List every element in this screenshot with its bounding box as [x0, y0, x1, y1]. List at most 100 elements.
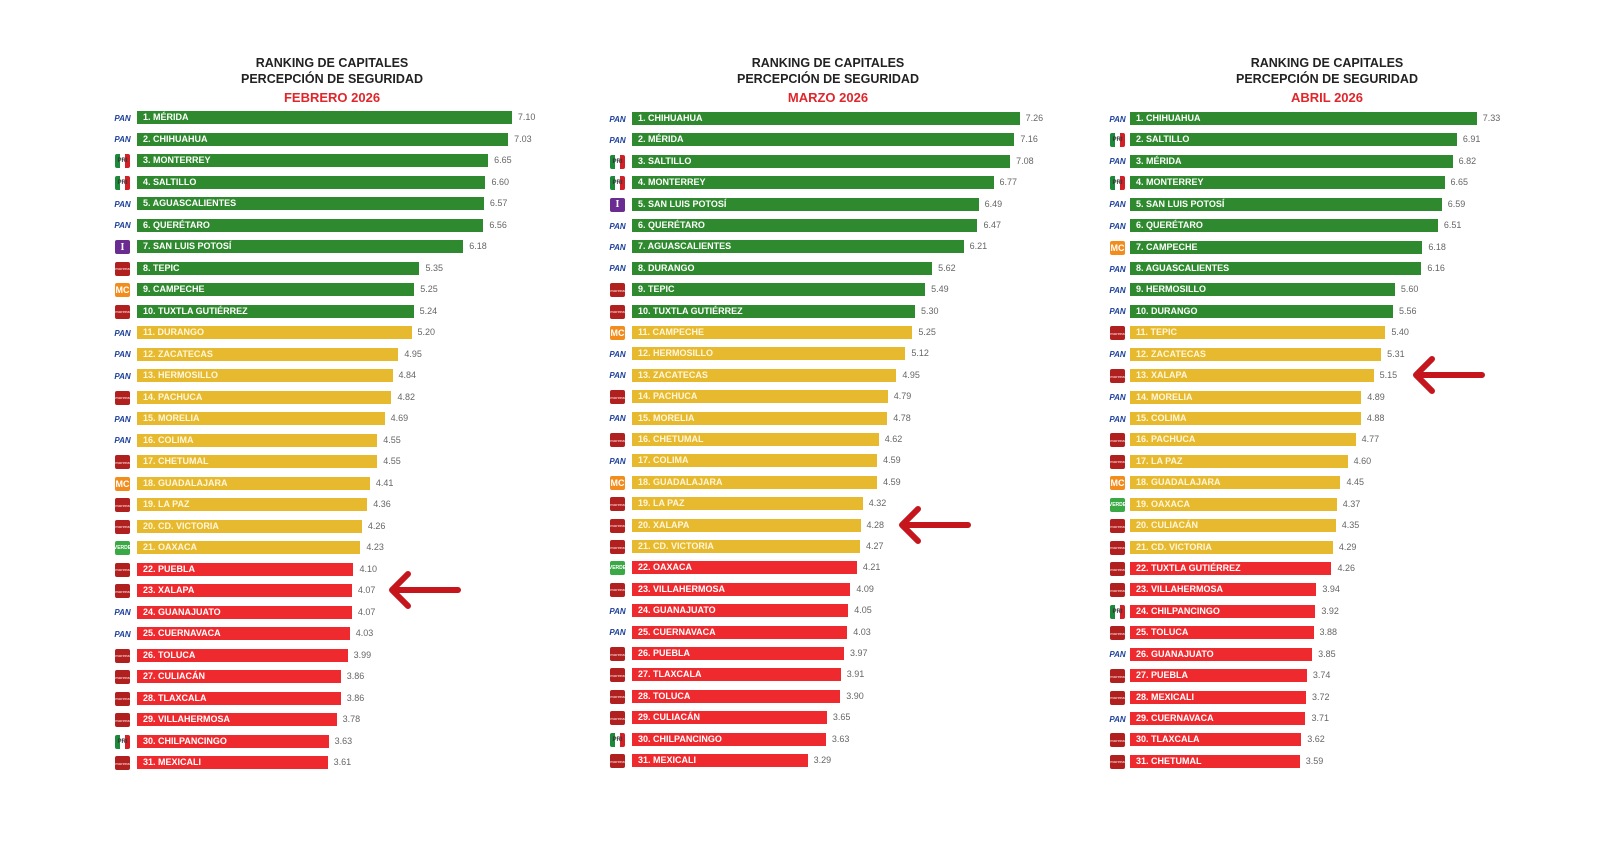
- ranking-row: PAN 25. CUERNAVACA 4.03: [0, 625, 871, 640]
- ranking-row: VERDE 22. OAXACA 4.21: [0, 561, 880, 576]
- bar-15: 15. MORELIA: [632, 411, 888, 425]
- bar-value-label: 4.32: [868, 498, 887, 509]
- party-logo-morena-icon: morena: [1110, 326, 1125, 341]
- party-logo-morena-icon: morena: [115, 304, 130, 319]
- ranking-row: morena 20. CULIACÁN 4.35: [0, 519, 1359, 534]
- bar-10: 10. DURANGO: [1130, 304, 1393, 318]
- party-logo-pan-icon: PAN: [114, 627, 131, 641]
- bar-29: 29. CULIACÁN: [632, 711, 827, 725]
- ranking-row: morena 20. CD. VICTORIA 4.26: [0, 519, 385, 534]
- bar-value-label: 4.95: [404, 348, 422, 359]
- bar-23: 23. XALAPA: [137, 584, 352, 597]
- ranking-row: PAN 7. AGUASCALIENTES 6.21: [0, 240, 987, 255]
- bar-1: 1. MÉRIDA: [137, 111, 512, 124]
- bar-30: 30. CHILPANCINGO: [632, 732, 826, 746]
- bar-28: 28. TLAXCALA: [137, 691, 341, 705]
- bar-5: 5. SAN LUIS POTOSÍ: [1130, 197, 1442, 211]
- ranking-row: VERDE 21. OAXACA 4.23: [0, 541, 384, 555]
- ranking-row: PAN 6. QUERÉTARO 6.51: [0, 219, 1461, 234]
- bar-3: 3. MÉRIDA: [1130, 154, 1453, 168]
- ranking-row: PAN 12. ZACATECAS 5.31: [0, 347, 1405, 362]
- bar-value-label: 5.20: [417, 327, 436, 337]
- ranking-row: PRI 24. CHILPANCINGO 3.92: [0, 604, 1339, 619]
- bar-31: 31. MEXICALI: [632, 754, 808, 767]
- party-logo-morena-icon: morena: [610, 304, 625, 319]
- ranking-row: morena 19. LA PAZ 4.32: [0, 497, 886, 512]
- bar-value-label: 5.49: [931, 284, 949, 295]
- bar-value-label: 4.89: [1367, 391, 1385, 402]
- bar-5: 5. SAN LUIS POTOSÍ: [632, 197, 979, 211]
- bar-15: 15. MORELIA: [137, 412, 385, 425]
- ranking-row: I 5. SAN LUIS POTOSÍ 6.49: [0, 197, 1002, 212]
- bar-value-label: 6.82: [1458, 155, 1477, 166]
- ranking-row: PAN 16. COLIMA 4.55: [0, 433, 401, 448]
- bar-13: 13. ZACATECAS: [632, 368, 897, 382]
- party-logo-morena-icon: morena: [115, 519, 130, 534]
- ranking-row: PAN 12. HERMOSILLO 5.12: [0, 347, 929, 362]
- bar-value-label: 4.55: [383, 456, 401, 466]
- party-logo-morena-icon: morena: [115, 648, 130, 663]
- party-logo-pan-icon: PAN: [114, 369, 131, 383]
- bar-value-label: 6.65: [1450, 177, 1469, 188]
- party-logo-pan-icon: PAN: [114, 412, 131, 426]
- bar-value-label: 4.35: [1341, 520, 1360, 531]
- party-logo-pan-icon: PAN: [1109, 262, 1126, 276]
- party-logo-morena-icon: morena: [115, 562, 130, 577]
- bar-25: 25. CUERNAVACA: [632, 625, 848, 639]
- bar-12: 12. ZACATECAS: [1130, 347, 1382, 361]
- bar-8: 8. TEPIC: [137, 261, 420, 275]
- ranking-row: morena 27. TLAXCALA 3.91: [0, 668, 864, 683]
- bar-27: 27. PUEBLA: [1130, 669, 1307, 683]
- bar-9: 9. HERMOSILLO: [1130, 283, 1395, 297]
- bar-value-label: 3.94: [1322, 584, 1340, 595]
- bar-6: 6. QUERÉTARO: [632, 219, 978, 232]
- bar-value-label: 4.26: [367, 520, 386, 531]
- bar-value-label: 3.91: [846, 669, 865, 680]
- bar-12: 12. HERMOSILLO: [632, 347, 906, 361]
- ranking-row: morena 28. TOLUCA 3.90: [0, 689, 864, 704]
- bar-value-label: 4.36: [373, 499, 391, 509]
- bar-31: 31. CHETUMAL: [1130, 754, 1300, 768]
- party-logo-morena-icon: morena: [115, 584, 130, 598]
- bar-26: 26. TOLUCA: [137, 648, 348, 662]
- party-logo-pan-icon: PAN: [1109, 712, 1126, 727]
- party-logo-morena-icon: morena: [1110, 433, 1125, 448]
- party-logo-pan-icon: PAN: [609, 604, 626, 619]
- bar-value-label: 4.37: [1342, 498, 1361, 509]
- bar-value-label: 5.30: [921, 305, 939, 316]
- party-logo-morena-icon: morena: [115, 713, 130, 727]
- bar-7: 7. CAMPECHE: [1130, 240, 1423, 254]
- bar-value-label: 5.60: [1400, 284, 1419, 295]
- party-logo-morena-icon: morena: [115, 670, 130, 684]
- bar-value-label: 7.03: [514, 133, 532, 144]
- ranking-row: morena 14. PACHUCA 4.82: [0, 390, 415, 405]
- party-logo-mc-icon: MC: [115, 283, 130, 297]
- party-logo-pan-icon: PAN: [114, 197, 131, 211]
- party-logo-morena-icon: morena: [1110, 562, 1125, 577]
- bar-19: 19. LA PAZ: [632, 497, 863, 511]
- bar-2: 2. MÉRIDA: [632, 133, 1015, 147]
- bar-value-label: 4.10: [359, 563, 377, 574]
- ranking-row: PAN 6. QUERÉTARO 6.47: [0, 219, 1001, 233]
- bar-value-label: 5.25: [918, 327, 936, 337]
- ranking-row: morena 9. TEPIC 5.49: [0, 283, 949, 298]
- bar-value-label: 7.08: [1016, 155, 1034, 166]
- bar-24: 24. GUANAJUATO: [632, 604, 849, 618]
- bar-value-label: 3.59: [1305, 755, 1324, 766]
- bar-value-label: 6.16: [1427, 263, 1445, 273]
- party-logo-morena-icon: morena: [115, 455, 130, 469]
- bar-20: 20. CD. VICTORIA: [137, 519, 362, 533]
- party-logo-pri-icon: PRI: [1110, 604, 1125, 619]
- ranking-row: morena 26. PUEBLA 3.97: [0, 647, 868, 661]
- bar-value-label: 7.10: [517, 112, 536, 122]
- party-logo-pan-icon: PAN: [1109, 647, 1126, 662]
- bar-22: 22. PUEBLA: [137, 562, 354, 576]
- bar-20: 20. CULIACÁN: [1130, 519, 1336, 533]
- bar-value-label: 3.97: [849, 648, 868, 658]
- ranking-row: morena 29. CULIACÁN 3.65: [0, 711, 850, 726]
- highlight-arrow-icon: [389, 571, 461, 609]
- ranking-row: morena 31. CHETUMAL 3.59: [0, 754, 1323, 769]
- party-logo-pan-icon: PAN: [114, 433, 131, 448]
- bar-value-label: 7.16: [1020, 134, 1038, 145]
- bar-2: 2. CHIHUAHUA: [137, 132, 509, 146]
